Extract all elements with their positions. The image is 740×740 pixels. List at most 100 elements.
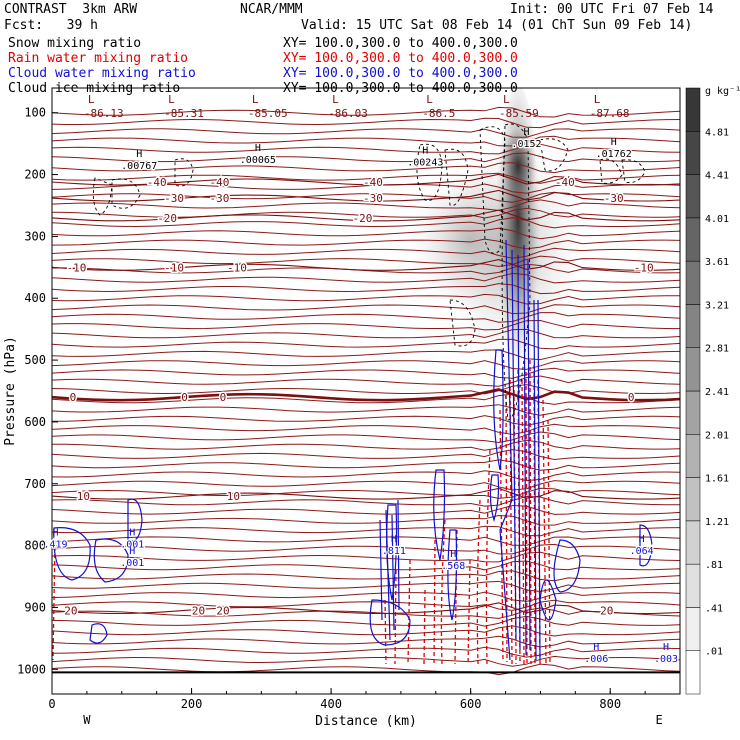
isotherm-line bbox=[52, 183, 680, 194]
isotherm-line bbox=[52, 312, 680, 323]
isotherm--30 bbox=[52, 189, 680, 202]
cloud-water-max-value: .006 bbox=[584, 654, 608, 665]
isotherm-line bbox=[52, 615, 680, 627]
isotherm-line bbox=[52, 360, 680, 370]
y-axis-label: Pressure (hPa) bbox=[3, 336, 18, 446]
field-label-snow: Snow mixing ratio bbox=[8, 36, 142, 51]
isotherm-line bbox=[52, 304, 680, 315]
colorbar-segment bbox=[685, 347, 701, 392]
colorbar-label: 1.61 bbox=[705, 474, 729, 485]
org-label: NCAR/MMM bbox=[240, 2, 303, 17]
field-xy-cloud-water: XY= 100.0,300.0 to 400.0,300.0 bbox=[283, 66, 518, 81]
isotherm-label: -20 bbox=[157, 212, 177, 225]
cloud-water-max-marker: H bbox=[639, 534, 645, 545]
isotherm-line bbox=[52, 551, 680, 563]
colorbar-segment bbox=[685, 434, 701, 478]
temp-min-marker: L bbox=[503, 93, 510, 106]
isotherm-line bbox=[52, 172, 680, 184]
west-label: W bbox=[83, 713, 91, 727]
isotherm-label: 20 bbox=[600, 605, 613, 618]
isotherm-line bbox=[52, 152, 680, 163]
snow-max-marker: H bbox=[136, 149, 142, 160]
isotherm-line bbox=[52, 625, 680, 637]
isotherm-line bbox=[52, 238, 680, 250]
isotherm-label: -30 bbox=[164, 192, 184, 205]
colorbar-segment bbox=[685, 304, 701, 348]
isotherm-line bbox=[52, 514, 680, 526]
isotherm-line bbox=[52, 431, 680, 444]
isotherm-label: 0 bbox=[628, 391, 635, 404]
colorbar-segment bbox=[685, 217, 701, 262]
isotherm-line bbox=[52, 349, 680, 361]
colorbar-segment bbox=[685, 260, 701, 305]
isotherm--20 bbox=[52, 209, 680, 222]
isotherm-line bbox=[52, 470, 680, 482]
snow-max-marker: H bbox=[611, 137, 617, 148]
colorbar-segment bbox=[685, 563, 701, 608]
colorbar-label: 3.61 bbox=[705, 257, 729, 268]
isotherm-line bbox=[52, 423, 680, 435]
colorbar-segment bbox=[685, 650, 701, 695]
temp-min-value: -86.5 bbox=[422, 107, 455, 120]
isotherm-line bbox=[52, 655, 680, 667]
model-title: CONTRAST 3km ARW bbox=[4, 2, 138, 17]
snow-max-marker: H bbox=[422, 145, 428, 156]
snow-max-value: .01762 bbox=[596, 149, 632, 160]
colorbar-segment bbox=[685, 174, 701, 219]
isotherm-label: 10 bbox=[77, 490, 90, 503]
snow-max-marker: H bbox=[523, 127, 529, 138]
isotherm-line bbox=[52, 247, 680, 259]
isotherm-line bbox=[52, 117, 680, 129]
colorbar-label: 3.21 bbox=[705, 300, 729, 311]
colorbar-label: 4.41 bbox=[705, 171, 729, 182]
y-tick-label: 200 bbox=[24, 168, 46, 182]
cloud-water-max-marker: H bbox=[663, 642, 669, 653]
isotherm-label: 0 bbox=[220, 391, 227, 404]
cloud-water-max-marker: H bbox=[450, 549, 456, 560]
cloud-water-max-value: .568 bbox=[441, 561, 465, 572]
isotherm-line bbox=[52, 272, 680, 284]
isotherm-line bbox=[52, 128, 680, 138]
isotherm-label: -20 bbox=[353, 212, 373, 225]
isotherm-line bbox=[52, 191, 680, 203]
isotherm-line bbox=[52, 393, 680, 405]
valid-time: Valid: 15 UTC Sat 08 Feb 14 (01 ChT Sun … bbox=[301, 18, 693, 33]
temp-min-marker: L bbox=[88, 93, 95, 106]
isotherm-line bbox=[52, 143, 680, 155]
y-tick-label: 800 bbox=[24, 539, 46, 553]
cloud-water-max-marker: H bbox=[52, 528, 58, 539]
isotherm-line bbox=[52, 227, 680, 240]
isotherm-label: -10 bbox=[164, 261, 184, 274]
isotherm-label: 20 bbox=[216, 605, 229, 618]
isotherm-line bbox=[52, 384, 680, 395]
cloud-water-contours bbox=[53, 239, 653, 661]
field-xy-snow: XY= 100.0,300.0 to 400.0,300.0 bbox=[283, 36, 518, 51]
isotherm-line bbox=[52, 599, 680, 611]
colorbar-label: 4.01 bbox=[705, 214, 729, 225]
init-time: Init: 00 UTC Fri 07 Feb 14 bbox=[510, 2, 714, 17]
isotherm-10 bbox=[52, 487, 680, 500]
isotherm-label: -40 bbox=[555, 176, 575, 189]
cloud-water-max-marker: H bbox=[593, 642, 599, 653]
y-tick-label: 300 bbox=[24, 229, 46, 243]
temp-min-value: -85.05 bbox=[248, 107, 288, 120]
colorbar-label: .01 bbox=[705, 647, 723, 658]
isotherm-line bbox=[52, 543, 680, 555]
isotherm-line bbox=[52, 338, 680, 350]
colorbar-segment bbox=[685, 607, 701, 651]
isotherm-label: 10 bbox=[227, 490, 240, 503]
isotherm-line bbox=[52, 319, 680, 331]
isotherm-label: -30 bbox=[363, 192, 383, 205]
colorbar-segment bbox=[685, 131, 701, 175]
x-tick-label: 400 bbox=[320, 697, 342, 711]
isotherm-line bbox=[52, 580, 680, 593]
isotherm-line bbox=[52, 162, 680, 174]
isotherm-line bbox=[52, 135, 680, 147]
isotherm-line bbox=[52, 525, 680, 537]
cloud-water-max-value: .001 bbox=[120, 558, 144, 569]
temp-min-value: -86.03 bbox=[328, 107, 368, 120]
isotherm-label: 20 bbox=[64, 605, 77, 618]
colorbar-label: .81 bbox=[705, 560, 723, 571]
isotherm-label: -40 bbox=[363, 176, 383, 189]
